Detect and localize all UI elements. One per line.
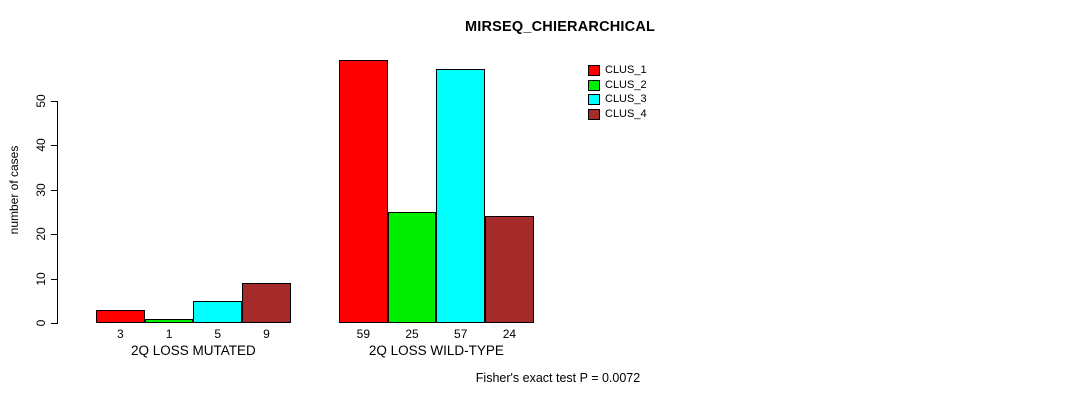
legend-color-swatch: [588, 108, 600, 120]
y-axis-tick-label: 0: [34, 319, 48, 327]
bar-clus_1-group1: [96, 309, 145, 323]
bar-clus_4-group2: [485, 216, 534, 323]
legend-label: CLUS_3: [605, 93, 647, 106]
y-axis-tick: [51, 100, 57, 102]
y-axis-tick: [51, 234, 57, 235]
bar-clus_3-group1: [193, 300, 243, 323]
y-axis-tick-label: 30: [34, 182, 48, 197]
annotation-text: Fisher's exact test P = 0.0072: [475, 371, 641, 385]
y-axis-tick-label: 40: [34, 138, 48, 152]
y-axis-tick-label: 10: [34, 271, 48, 286]
y-axis-tick-label: 50: [34, 93, 48, 108]
x-axis-group-label: 2Q LOSS WILD-TYPE: [368, 343, 504, 358]
bar-clus_3-group2: [436, 69, 486, 323]
y-axis-tick: [51, 145, 57, 146]
y-axis-tick: [51, 278, 57, 280]
bar-value-label: 9: [263, 327, 270, 341]
y-axis-title: number of cases: [7, 145, 21, 235]
bar-value-label: 5: [214, 327, 222, 341]
chart-title: MIRSEQ_CHIERARCHICAL: [464, 19, 656, 35]
y-axis-line: [57, 100, 58, 324]
legend-label: CLUS_4: [605, 107, 647, 120]
bar-value-label: 25: [405, 327, 419, 341]
y-axis-tick-label: 20: [34, 227, 48, 241]
legend-color-swatch: [588, 94, 600, 106]
legend-label: CLUS_1: [605, 64, 647, 76]
legend-color-swatch: [588, 65, 600, 76]
y-axis-tick: [51, 323, 57, 324]
bar-value-label: 3: [117, 327, 124, 341]
bar-value-label: 59: [356, 327, 371, 341]
bar-clus_4-group1: [242, 282, 291, 323]
legend-color-swatch: [588, 79, 600, 91]
bar-value-label: 24: [502, 327, 517, 341]
bar-clus_2-group2: [387, 211, 437, 323]
legend-label: CLUS_2: [605, 78, 647, 91]
bar-value-label: 1: [165, 327, 173, 341]
x-axis-group-label: 2Q LOSS MUTATED: [131, 343, 256, 358]
bar-clus_2-group1: [144, 318, 194, 323]
bar-value-label: 57: [454, 327, 468, 341]
y-axis-tick: [51, 189, 57, 191]
bar-clus_1-group2: [339, 60, 388, 323]
